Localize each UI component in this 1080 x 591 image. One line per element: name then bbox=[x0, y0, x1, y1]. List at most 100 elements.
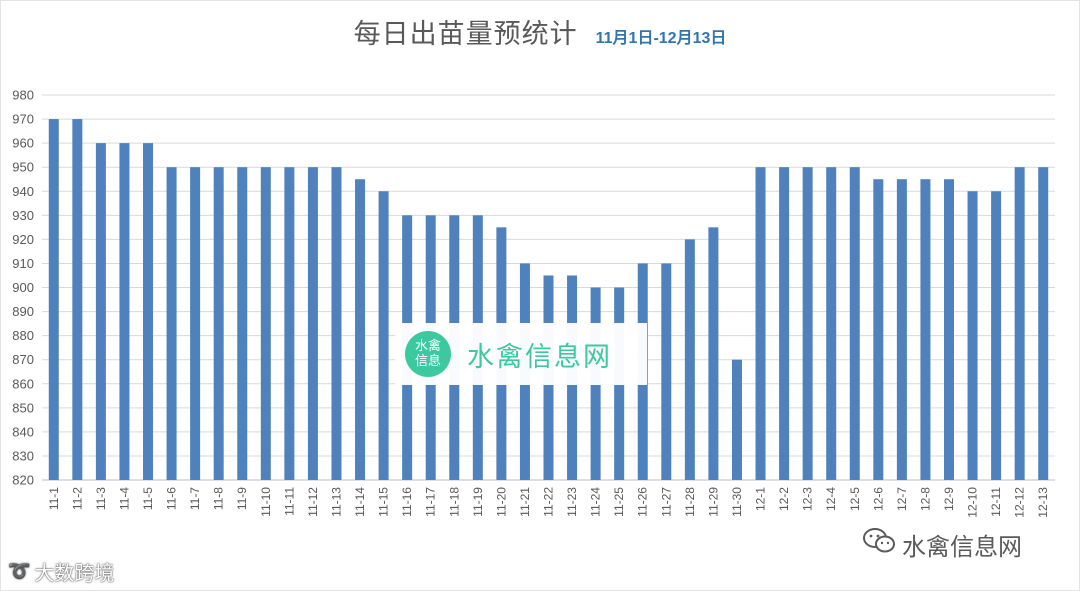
bar-11-15 bbox=[378, 191, 389, 480]
y-tick-label: 820 bbox=[12, 473, 34, 488]
x-tick-label: 11-24 bbox=[589, 487, 603, 517]
bar-12-6 bbox=[873, 179, 884, 480]
x-tick-label: 12-10 bbox=[966, 487, 980, 518]
x-tick-label: 11-1 bbox=[47, 487, 61, 510]
bar-11-29 bbox=[708, 227, 719, 480]
bar-12-3 bbox=[802, 167, 813, 480]
x-tick-label: 11-5 bbox=[141, 487, 155, 510]
x-tick-label: 11-23 bbox=[565, 487, 579, 517]
y-tick-label: 840 bbox=[12, 424, 34, 439]
y-tick-label: 970 bbox=[12, 112, 34, 127]
y-axis-ticks: 980 970 960 950 940 930 920 910 900 890 880 870 860 8… bbox=[12, 88, 34, 488]
bar-12-10 bbox=[967, 191, 978, 480]
bar-11-6 bbox=[166, 167, 177, 480]
bar-11-9 bbox=[237, 167, 248, 480]
x-tick-label: 11-6 bbox=[165, 487, 179, 510]
chart-title: 每日出苗量预统计 bbox=[353, 19, 578, 50]
x-tick-label: 11-2 bbox=[70, 487, 84, 510]
bar-11-11 bbox=[284, 167, 295, 480]
x-tick-label: 12-3 bbox=[801, 487, 815, 511]
bar-11-13 bbox=[331, 167, 342, 480]
y-tick-label: 950 bbox=[12, 160, 34, 175]
y-tick-label: 870 bbox=[12, 352, 34, 367]
x-tick-label: 12-8 bbox=[918, 487, 932, 511]
y-tick-label: 850 bbox=[12, 400, 34, 415]
y-tick-label: 880 bbox=[12, 328, 34, 343]
bar-12-12 bbox=[1014, 167, 1025, 480]
x-tick-label: 11-15 bbox=[377, 487, 391, 517]
watermark-logo-line2: 信息 bbox=[414, 354, 441, 369]
watermark-text: 水禽信息网 bbox=[467, 341, 612, 373]
bottom-left-watermark: ➰ 大数跨境 bbox=[8, 556, 114, 586]
x-tick-label: 11-11 bbox=[282, 487, 296, 516]
x-tick-label: 11-7 bbox=[188, 487, 202, 510]
x-tick-label: 12-6 bbox=[871, 487, 885, 511]
bar-11-3 bbox=[95, 143, 106, 480]
x-tick-label: 11-21 bbox=[518, 487, 532, 517]
x-tick-label: 11-17 bbox=[424, 487, 438, 517]
bottom-right-watermark-text: 水禽信息网 bbox=[902, 532, 1022, 561]
center-watermark: 水禽 信息 水禽信息网 bbox=[395, 323, 647, 385]
x-tick-label: 11-27 bbox=[659, 487, 673, 517]
y-tick-label: 920 bbox=[12, 232, 34, 247]
x-tick-label: 12-2 bbox=[777, 487, 791, 511]
bar-12-2 bbox=[779, 167, 790, 480]
x-tick-label: 12-13 bbox=[1036, 487, 1050, 518]
x-tick-label: 11-29 bbox=[706, 487, 720, 517]
bar-11-30 bbox=[731, 359, 742, 480]
bar-11-14 bbox=[355, 179, 366, 480]
bar-12-7 bbox=[896, 179, 907, 480]
x-tick-label: 11-19 bbox=[471, 487, 485, 517]
chart-subtitle: 11月1日-12月13日 bbox=[595, 30, 727, 47]
x-tick-label: 11-14 bbox=[353, 487, 367, 517]
x-tick-label: 11-13 bbox=[329, 487, 343, 517]
x-tick-label: 12-9 bbox=[942, 487, 956, 511]
bar-11-2 bbox=[72, 119, 83, 480]
watermark-logo-line1: 水禽 bbox=[414, 339, 441, 354]
bottom-right-watermark: 水禽信息网 bbox=[862, 527, 1022, 561]
x-tick-label: 11-9 bbox=[235, 487, 249, 510]
x-tick-label: 11-10 bbox=[259, 487, 273, 517]
bar-11-4 bbox=[119, 143, 130, 480]
x-tick-label: 11-22 bbox=[542, 487, 556, 517]
bar-11-27 bbox=[661, 263, 672, 480]
y-tick-label: 910 bbox=[12, 256, 34, 271]
bars bbox=[48, 119, 1049, 480]
y-tick-label: 860 bbox=[12, 376, 34, 391]
bar-12-13 bbox=[1038, 167, 1049, 480]
x-tick-label: 12-4 bbox=[824, 487, 838, 511]
bar-11-28 bbox=[684, 239, 695, 480]
x-axis-ticks: 11-1 11-2 11-3 11-4 11-5 11-6 11-7 11-8 11-9 11-1… bbox=[47, 487, 1050, 518]
x-tick-label: 11-3 bbox=[94, 487, 108, 510]
bar-11-8 bbox=[213, 167, 224, 480]
brand-logo-icon: ➰ bbox=[8, 560, 31, 582]
x-tick-label: 11-12 bbox=[306, 487, 320, 517]
x-tick-label: 12-5 bbox=[848, 487, 862, 511]
watermark-logo-icon: 水禽 信息 bbox=[405, 331, 451, 377]
x-tick-label: 12-7 bbox=[895, 487, 909, 511]
x-tick-label: 11-26 bbox=[636, 487, 650, 517]
y-tick-label: 930 bbox=[12, 208, 34, 223]
x-tick-label: 11-28 bbox=[683, 487, 697, 517]
x-tick-label: 11-16 bbox=[400, 487, 414, 517]
bar-12-11 bbox=[991, 191, 1002, 480]
y-tick-label: 890 bbox=[12, 304, 34, 319]
x-tick-label: 11-4 bbox=[117, 487, 131, 510]
x-tick-label: 12-12 bbox=[1013, 487, 1027, 518]
wechat-icon bbox=[862, 527, 896, 561]
bar-12-8 bbox=[920, 179, 931, 480]
bar-12-4 bbox=[826, 167, 837, 480]
y-tick-label: 980 bbox=[12, 88, 34, 103]
x-tick-label: 12-1 bbox=[754, 487, 768, 511]
bottom-left-watermark-text: 大数跨境 bbox=[34, 560, 115, 585]
x-tick-label: 11-8 bbox=[212, 487, 226, 510]
bar-11-7 bbox=[190, 167, 201, 480]
bar-12-1 bbox=[755, 167, 766, 480]
x-tick-label: 11-18 bbox=[447, 487, 461, 517]
bar-11-1 bbox=[48, 119, 59, 480]
bar-11-12 bbox=[307, 167, 318, 480]
x-tick-label: 12-11 bbox=[989, 487, 1003, 517]
bar-12-9 bbox=[943, 179, 954, 480]
title-row: 每日出苗量预统计 11月1日-12月13日 bbox=[0, 12, 1080, 52]
